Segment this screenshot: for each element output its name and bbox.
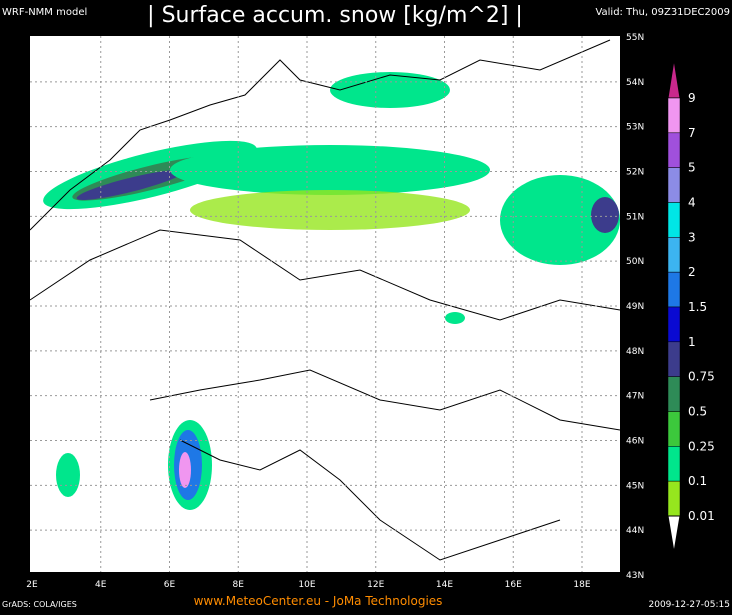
lat-label: 45N [626, 481, 644, 491]
lon-label: 10E [298, 580, 315, 590]
colorbar-label: 7 [688, 126, 696, 140]
colorbar-label: 1 [688, 335, 696, 349]
colorbar-swatch [667, 446, 681, 482]
lat-label: 51N [626, 212, 644, 222]
colorbar-swatch [667, 411, 681, 447]
lat-label: 47N [626, 392, 644, 402]
lat-label: 53N [626, 123, 644, 133]
colorbar-label: 2 [688, 265, 696, 279]
lon-label: 14E [436, 580, 453, 590]
lat-label: 43N [626, 571, 644, 581]
colorbar-swatch [667, 202, 681, 238]
colorbar-label: 0.5 [688, 405, 707, 419]
lon-label: 16E [505, 580, 522, 590]
colorbar-label: 0.75 [688, 370, 715, 384]
lon-label: 12E [367, 580, 384, 590]
graticule [30, 36, 620, 572]
lat-label: 48N [626, 347, 644, 357]
lon-label: 8E [233, 580, 245, 590]
lat-label: 54N [626, 78, 644, 88]
colorbar-swatch [667, 480, 681, 517]
lon-label: 2E [26, 580, 38, 590]
colorbar-label: 4 [688, 196, 696, 210]
colorbar-swatch [667, 341, 681, 377]
colorbar-label: 0.25 [688, 439, 715, 453]
colorbar-swatch [667, 132, 681, 168]
colorbar-arrow-top [667, 59, 681, 99]
valid-time: Valid: Thu, 09Z31DEC2009 [595, 7, 730, 18]
colorbar-swatch [667, 271, 681, 308]
colorbar-label: 0.01 [688, 509, 715, 523]
colorbar-swatch [667, 376, 681, 412]
boundaries [29, 39, 621, 561]
footer-right: 2009-12-27-05:15 [649, 600, 731, 610]
footer-center: www.MeteoCenter.eu - JoMa Technologies [194, 594, 443, 608]
map-area [30, 36, 620, 572]
colorbar-swatch [667, 237, 681, 273]
lon-label: 4E [95, 580, 107, 590]
lat-label: 49N [626, 302, 644, 312]
lon-label: 6E [164, 580, 176, 590]
colorbar-label: 0.1 [688, 474, 707, 488]
lat-label: 44N [626, 526, 644, 536]
colorbar-arrow-bottom [667, 515, 681, 553]
colorbar-label: 3 [688, 230, 696, 244]
lat-label: 55N [626, 33, 644, 43]
title: | Surface accum. snow [kg/m^2] | [147, 3, 523, 28]
colorbar-swatch [667, 167, 681, 203]
colorbar-label: 1.5 [688, 300, 707, 314]
colorbar-label: 9 [688, 91, 696, 105]
lat-label: 52N [626, 168, 644, 178]
colorbar-label: 5 [688, 161, 696, 175]
lat-label: 50N [626, 257, 644, 267]
lon-label: 18E [573, 580, 590, 590]
footer-left: GrADS: COLA/IGES [2, 600, 77, 609]
lat-label: 46N [626, 437, 644, 447]
colorbar-swatch [667, 97, 681, 134]
colorbar-swatch [667, 306, 681, 343]
model-label: WRF-NMM model [2, 7, 87, 18]
